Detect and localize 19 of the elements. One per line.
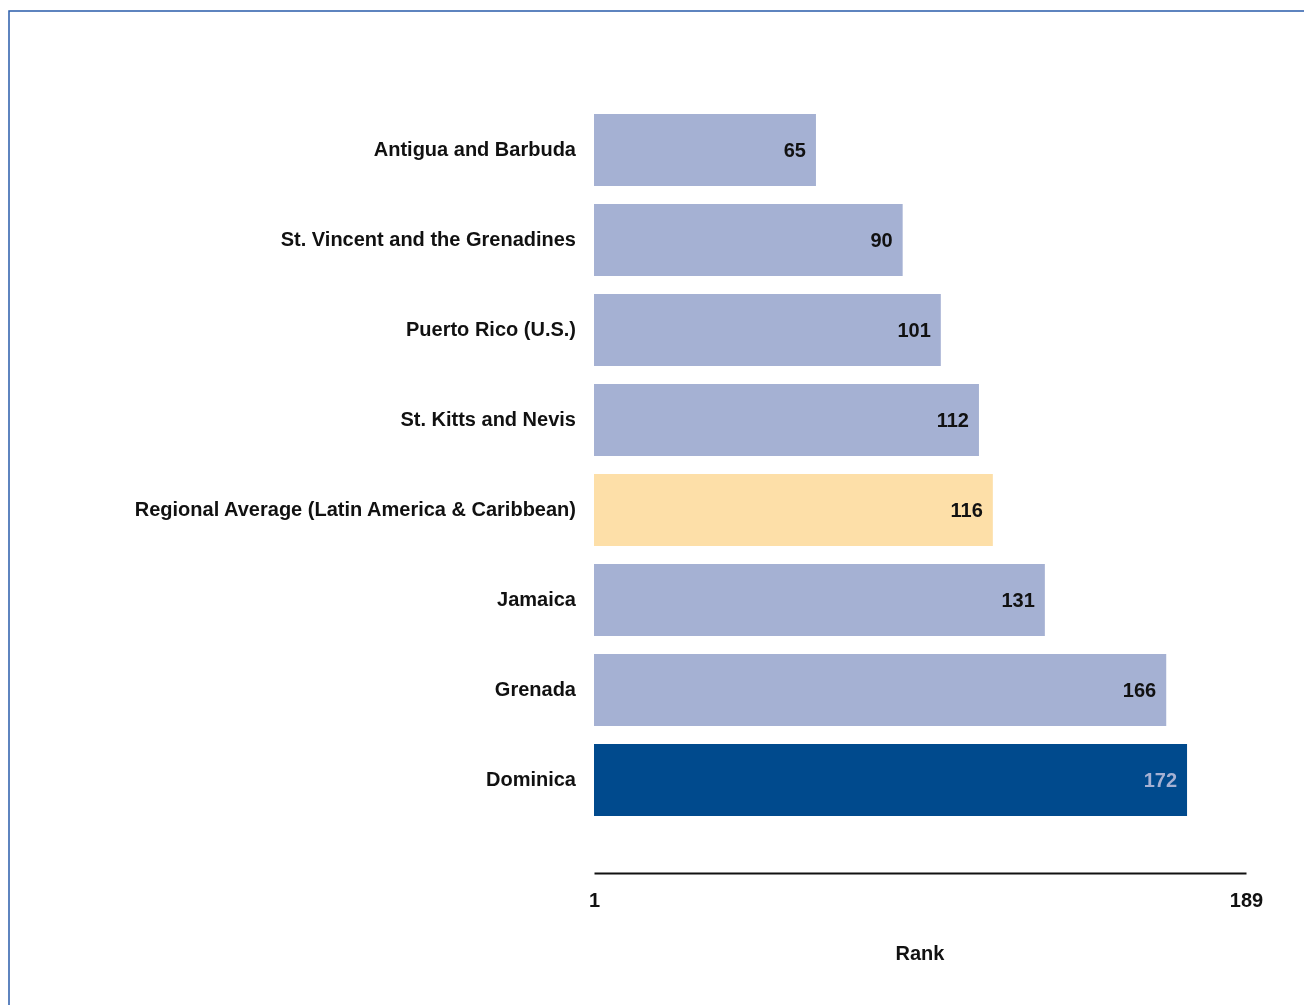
data-label: 112: [936, 409, 969, 431]
data-label: 116: [950, 499, 983, 521]
data-label: 172: [1143, 769, 1178, 791]
y-tick-label: Dominica: [485, 768, 577, 791]
data-label: 166: [1122, 679, 1157, 701]
x-tick-label: 189: [1229, 889, 1264, 912]
y-tick-label: Puerto Rico (U.S.): [405, 318, 576, 341]
y-tick-label: Antigua and Barbuda: [373, 138, 577, 161]
y-tick-label: St. Vincent and the Grenadines: [280, 228, 576, 251]
data-label: 90: [870, 229, 893, 251]
y-tick-label: Grenada: [494, 678, 577, 701]
data-label: 65: [783, 139, 806, 161]
data-label: 131: [1001, 589, 1035, 611]
y-tick-label: St. Kitts and Nevis: [400, 408, 576, 431]
x-axis-title: Rank: [895, 942, 946, 964]
y-tick-label: Jamaica: [497, 588, 577, 611]
y-tick-label: Regional Average (Latin America & Caribbean): [134, 498, 576, 521]
data-label: 101: [897, 319, 931, 341]
x-tick-label: 1: [588, 889, 601, 912]
